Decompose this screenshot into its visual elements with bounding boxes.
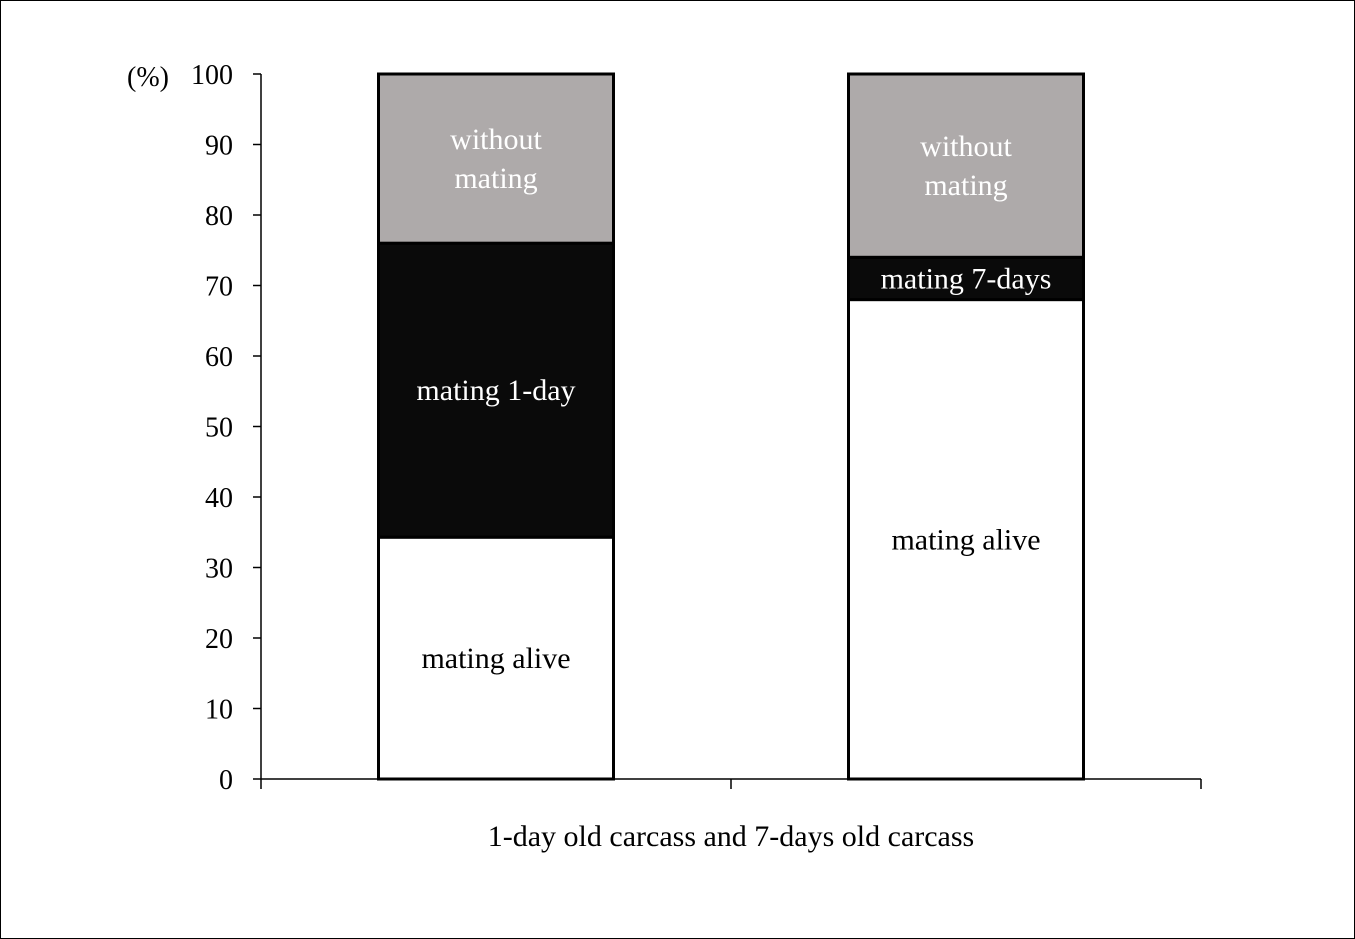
- segment-label: mating 1-day: [416, 374, 575, 407]
- bar-segment: [377, 72, 615, 245]
- bar-segment: [847, 255, 1085, 302]
- segment-label: without: [450, 123, 542, 156]
- bar-segment: [377, 535, 615, 781]
- y-unit-label: (%): [127, 62, 169, 93]
- segment-label: mating: [454, 162, 537, 195]
- segment-label: mating 7-days: [881, 262, 1052, 295]
- segment-label: mating: [924, 169, 1007, 202]
- y-tick-label: 0: [219, 765, 233, 796]
- segment-label: mating alive: [891, 523, 1040, 556]
- y-tick-label: 60: [205, 342, 233, 373]
- y-tick-label: 80: [205, 201, 233, 232]
- y-tick-label: 50: [205, 413, 233, 444]
- y-tick-label: 20: [205, 624, 233, 655]
- bars-layer: mating alive mating 1-day without mating mat…: [377, 72, 1085, 781]
- segment-label: mating alive: [421, 642, 570, 675]
- y-tick-label: 40: [205, 483, 233, 514]
- x-axis-label: 1-day old carcass and 7-days old carcass: [488, 820, 974, 853]
- y-tick-label: 100: [191, 60, 233, 91]
- y-tick-label: 10: [205, 695, 233, 726]
- segment-label: without: [920, 130, 1012, 163]
- y-tick-label: 70: [205, 272, 233, 303]
- bar-segment: [377, 241, 615, 539]
- ticks-layer: 0 10 20 30 40 50 60 70 80 90 100: [191, 60, 1202, 796]
- y-tick-label: 90: [205, 131, 233, 162]
- bar-segment: [847, 72, 1085, 259]
- y-tick-label: 30: [205, 554, 233, 585]
